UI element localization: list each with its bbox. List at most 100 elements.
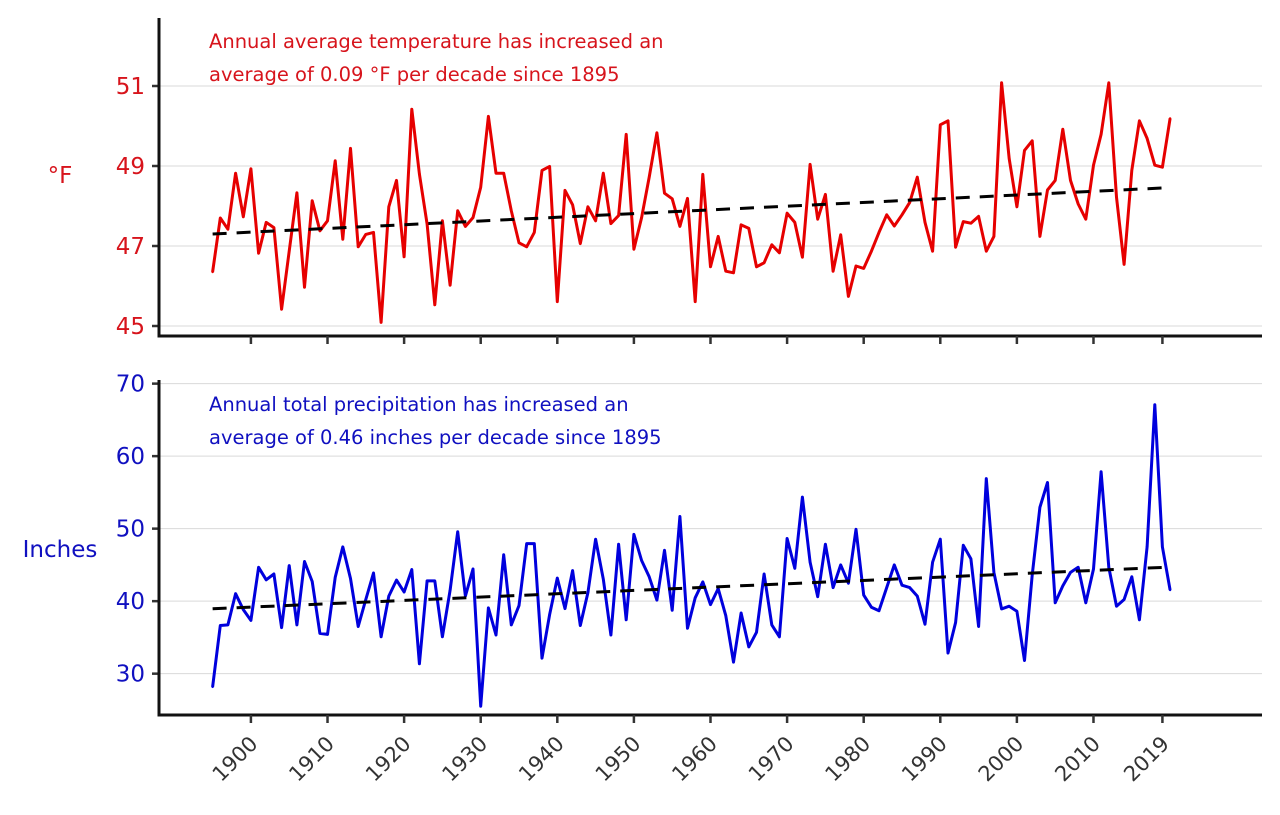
precipitation-data-point (831, 586, 835, 589)
temperature-data-point (1046, 188, 1049, 192)
precipitation-data-point (602, 577, 605, 581)
precipitation-y-tick-label: 50 (116, 517, 145, 543)
temperature-data-point (762, 261, 766, 264)
precipitation-data-point (295, 623, 299, 627)
precipitation-data-point (992, 571, 996, 574)
precipitation-data-point (533, 542, 536, 545)
precipitation-y-axis-label: Inches (23, 537, 98, 563)
temperature-data-point (311, 199, 314, 202)
precipitation-data-point (900, 584, 904, 587)
temperature-data-point (594, 219, 597, 222)
temperature-trend-line (212, 186, 1171, 236)
precipitation-data-point (379, 635, 383, 638)
temperature-data-point (517, 241, 521, 244)
temperature-data-point (1077, 202, 1080, 206)
temperature-data-point (824, 193, 827, 196)
precipitation-data-point (1000, 607, 1003, 611)
precipitation-data-point (234, 592, 237, 595)
temperature-data-point (1038, 235, 1042, 238)
temperature-data-point (655, 131, 659, 134)
precipitation-data-point (418, 662, 421, 665)
precipitation-data-point (954, 621, 957, 624)
precipitation-data-point (1061, 584, 1065, 588)
temperature-data-point (1069, 179, 1072, 182)
precipitation-panel: Inches Annual total precipitation has in… (23, 372, 1262, 723)
temperature-data-point (977, 215, 980, 218)
precipitation-data-point (724, 614, 727, 617)
precipitation-data-point (510, 623, 513, 627)
precipitation-data-point (885, 586, 888, 589)
precipitation-data-point (1130, 575, 1134, 578)
temperature-data-point (433, 303, 436, 306)
precipitation-data-point (1115, 605, 1118, 608)
temperature-data-point (272, 226, 276, 229)
precipitation-data-point (969, 557, 973, 560)
temperature-data-point (1023, 149, 1026, 152)
temperature-data-point (939, 123, 942, 127)
temperature-data-point (510, 209, 513, 212)
temperature-data-point (1061, 128, 1065, 131)
precipitation-y-tick-label: 40 (116, 589, 145, 615)
temperature-data-point (211, 270, 214, 274)
precipitation-data-point (678, 515, 682, 518)
temperature-data-point (295, 191, 299, 194)
precipitation-axes (157, 380, 1262, 717)
temperature-y-tick-label: 49 (116, 154, 145, 180)
temperature-data-point (1153, 164, 1157, 167)
temperature-data-point (395, 179, 398, 182)
temperature-data-point (602, 172, 605, 175)
temperature-data-point (625, 133, 628, 136)
precipitation-data-point (663, 549, 666, 552)
temperature-data-point (717, 235, 720, 238)
temperature-data-point (418, 172, 421, 176)
precipitation-data-point (563, 607, 567, 610)
temperature-data-point (893, 224, 896, 228)
x-tick-label: 2019 (1119, 732, 1174, 787)
precipitation-data-point (785, 537, 789, 540)
precipitation-data-point (808, 561, 812, 564)
precipitation-data-point (640, 559, 643, 562)
temperature-data-point (793, 221, 796, 224)
precipitation-data-point (893, 563, 896, 567)
temperature-data-point (1008, 157, 1011, 160)
precipitation-data-point (824, 543, 827, 546)
temperature-data-point (334, 159, 337, 162)
temperature-data-point (1000, 81, 1003, 85)
temperature-data-point (257, 252, 260, 255)
precipitation-data-point (448, 589, 452, 592)
temperature-data-point (479, 186, 482, 189)
temperature-data-point (326, 219, 329, 222)
precipitation-data-point (755, 631, 758, 634)
temperature-data-point (1115, 196, 1118, 199)
precipitation-data-point (487, 606, 490, 610)
precipitation-data-point (387, 594, 390, 598)
x-tick-label: 1900 (208, 732, 263, 787)
temperature-data-point (242, 215, 245, 218)
temperature-data-point (372, 231, 375, 234)
temperature-data-point (226, 228, 230, 231)
precipitation-data-point (494, 633, 498, 637)
precipitation-data-point (525, 542, 528, 545)
precipitation-data-point (548, 613, 551, 616)
temperature-data-point (908, 201, 911, 204)
precipitation-y-tick-label: 70 (116, 372, 145, 398)
precipitation-data-point (517, 604, 521, 607)
x-tick-label: 1920 (361, 732, 416, 787)
temperature-data-point (402, 255, 406, 258)
x-tick-label: 2010 (1050, 732, 1105, 787)
temperature-data-point (724, 270, 727, 273)
precipitation-data-point (923, 623, 927, 626)
temperature-data-point (1107, 81, 1111, 85)
precipitation-data-point (694, 596, 697, 599)
precipitation-data-point (357, 625, 360, 628)
temperature-data-point (349, 147, 352, 150)
x-axis-tick-labels: 1900 1910 1920 1930 1940 1950 1960 1970 1980 1990… (208, 732, 1174, 787)
precipitation-data-point (648, 575, 651, 578)
temperature-data-point (357, 245, 360, 248)
temperature-data-point (556, 300, 559, 303)
temperature-data-point (701, 173, 704, 176)
temperature-data-point (770, 243, 773, 246)
precipitation-data-point (326, 633, 329, 636)
precipitation-data-point (249, 619, 253, 622)
